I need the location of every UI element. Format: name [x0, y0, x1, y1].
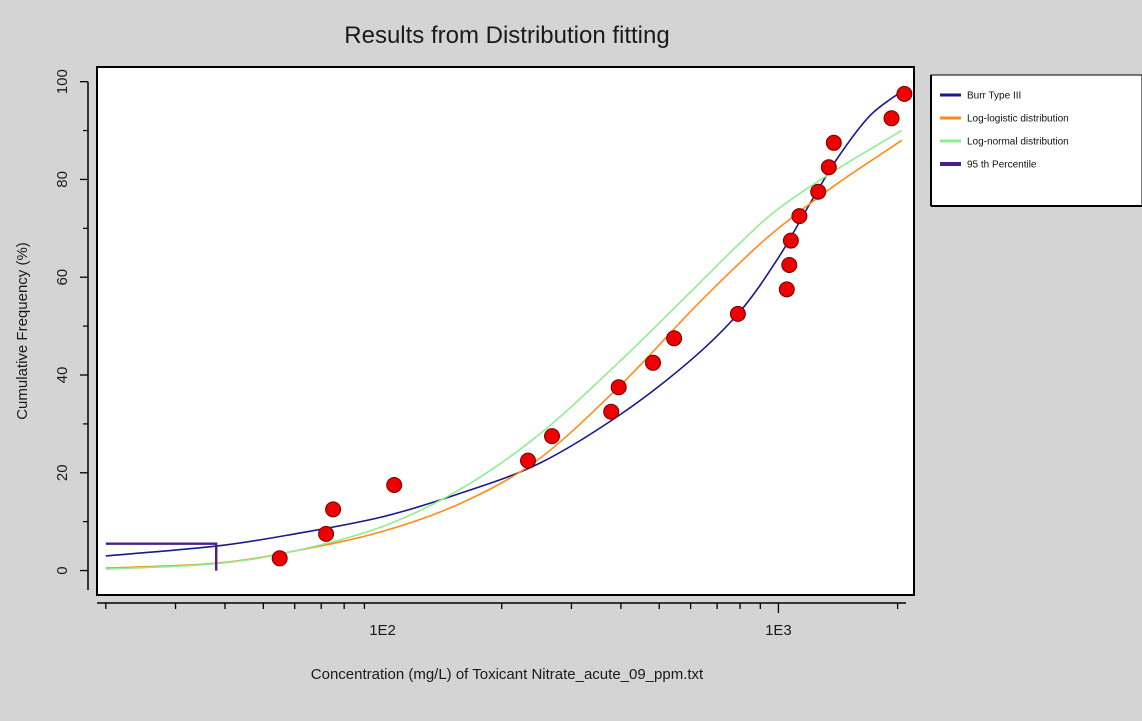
- data-point: [645, 354, 661, 371]
- percentile-95-line: [105, 542, 218, 571]
- legend-label: Log-normal distribution: [967, 137, 1069, 148]
- data-point: [896, 85, 913, 102]
- data-point: [325, 501, 342, 518]
- data-point: [666, 330, 683, 347]
- y-tick-label: 20: [54, 464, 71, 481]
- x-tick-label: 1E2: [369, 622, 396, 639]
- data-point: [520, 452, 536, 469]
- points-group: [271, 85, 913, 567]
- y-tick-label: 0: [54, 566, 71, 574]
- data-point: [791, 208, 808, 225]
- plot-area: [96, 66, 915, 596]
- data-point: [782, 232, 799, 249]
- y-tick-label: 40: [54, 367, 71, 384]
- data-point: [729, 305, 746, 322]
- data-point: [271, 550, 288, 567]
- data-point: [386, 477, 403, 493]
- x-tick-label: 1E3: [765, 622, 792, 639]
- legend-label: 95 th Percentile: [967, 160, 1037, 171]
- data-point: [610, 379, 627, 396]
- axes-group: 1E2 1E3 0 20 40 60 80 100: [54, 69, 907, 639]
- legend: Burr Type III Log-logistic distribution Lo…: [930, 74, 1142, 207]
- data-point: [544, 428, 560, 445]
- data-point: [603, 403, 620, 420]
- legend-label: Burr Type III: [967, 91, 1021, 102]
- data-point: [318, 525, 335, 542]
- data-point: [778, 281, 795, 298]
- data-point: [825, 134, 842, 151]
- y-axis-label: Cumulative Frequency (%): [14, 242, 31, 420]
- y-tick-label: 80: [54, 171, 71, 188]
- data-point: [883, 110, 900, 127]
- data-point: [820, 159, 837, 176]
- y-tick-label: 60: [54, 269, 71, 286]
- legend-label: Log-logistic distribution: [967, 114, 1069, 125]
- chart-title: Results from Distribution fitting: [344, 22, 669, 49]
- y-tick-label: 100: [54, 69, 71, 94]
- x-axis-label: Concentration (mg/L) of Toxicant Nitrate…: [311, 666, 704, 683]
- data-point: [781, 257, 798, 273]
- legend-box: [930, 74, 1142, 207]
- data-point: [810, 183, 827, 200]
